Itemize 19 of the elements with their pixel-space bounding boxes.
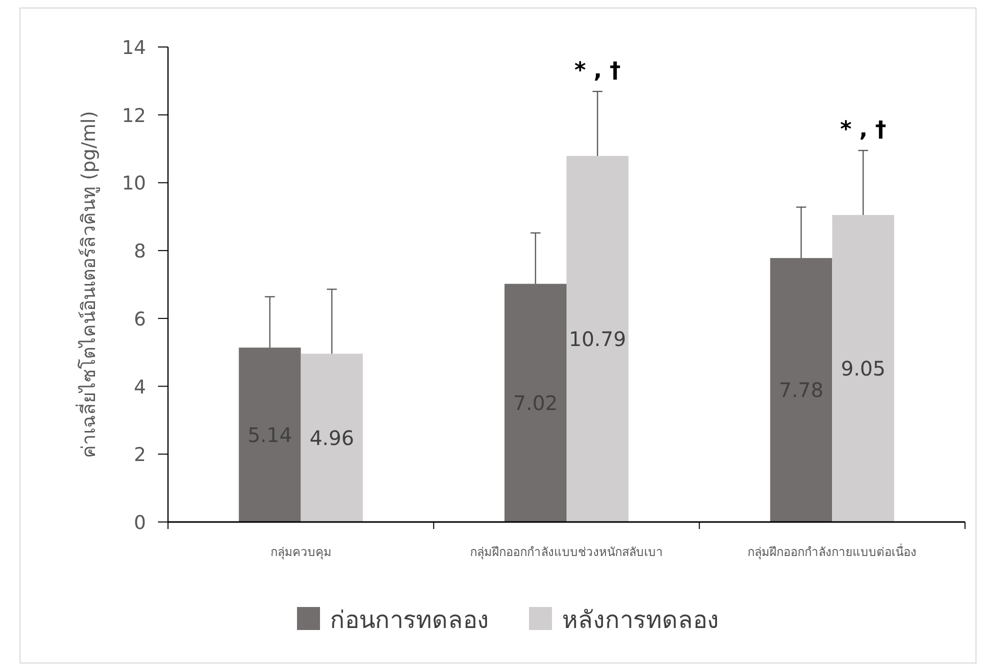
x-tick-label: กลุ่มฝึกออกกำลังกายแบบต่อเนื่อง (748, 543, 917, 560)
data-label: 4.96 (310, 426, 354, 450)
y-tick-label: 4 (134, 376, 146, 398)
data-label: 10.79 (568, 326, 626, 351)
y-tick-label: 8 (134, 240, 146, 263)
annotation: * , † (840, 117, 886, 142)
y-tick-label: 14 (122, 37, 146, 59)
y-axis-title: ค่าเฉลี่ยไซโตไคน์อินเตอร์ลิวคินทู (pg/ml) (75, 110, 100, 458)
x-tick-label: กลุ่มควบคุม (270, 545, 332, 560)
y-tick-label: 2 (134, 444, 146, 466)
x-tick-label: กลุ่มฝึกออกกำลังแบบช่วงหนักสลับเบา (470, 545, 663, 560)
legend-label: ก่อนการทดลอง (330, 606, 489, 634)
annotation: * , † (574, 58, 621, 84)
y-tick-label: 0 (134, 512, 146, 534)
legend-label: หลังการทดลอง (562, 606, 719, 634)
data-label: 9.05 (840, 356, 886, 380)
y-tick-label: 10 (122, 172, 146, 195)
y-tick-label: 6 (134, 308, 146, 330)
y-tick-label: 12 (122, 104, 146, 127)
